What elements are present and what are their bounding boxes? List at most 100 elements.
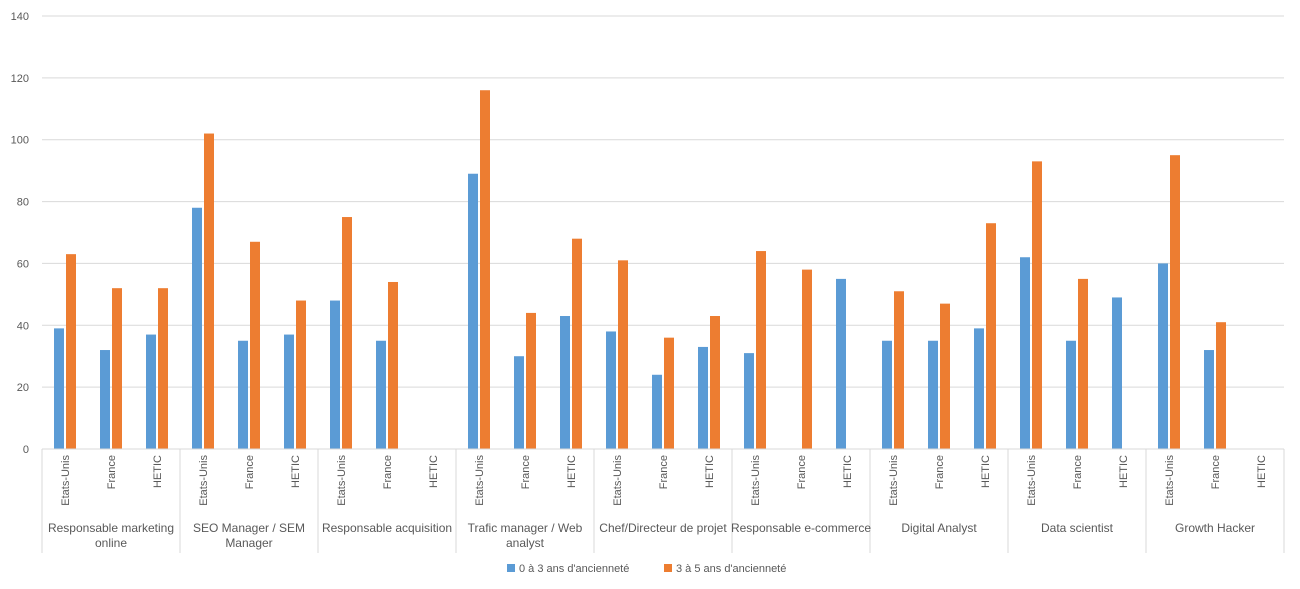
legend-label: 3 à 5 ans d'ancienneté: [676, 563, 786, 575]
bar-series-1: [606, 331, 616, 449]
category-label: HETIC: [842, 455, 854, 488]
bar-series-1: [1020, 257, 1030, 449]
bar-series-2: [342, 217, 352, 449]
category-label: HETIC: [980, 455, 992, 488]
category-label: France: [934, 455, 946, 489]
bar-series-1: [652, 374, 662, 449]
category-label: HETIC: [1118, 455, 1130, 488]
group-label: online: [95, 536, 127, 550]
group-label: Responsable marketing: [48, 521, 174, 535]
y-tick-label: 120: [11, 73, 29, 85]
category-label: Etats-Unis: [60, 455, 72, 506]
group-label: analyst: [506, 536, 545, 550]
group-label: Responsable e-commerce: [731, 521, 871, 535]
bar-series-1: [974, 328, 984, 449]
bar-series-1: [560, 316, 570, 449]
category-label: Etats-Unis: [198, 455, 210, 506]
y-tick-label: 20: [17, 382, 29, 394]
bar-series-2: [112, 288, 122, 449]
bar-series-2: [204, 133, 214, 449]
bar-series-1: [1158, 263, 1168, 449]
category-label: HETIC: [566, 455, 578, 488]
group-label: SEO Manager / SEM: [193, 521, 305, 535]
group-label: Manager: [225, 536, 272, 550]
bar-series-2: [66, 254, 76, 449]
y-tick-label: 80: [17, 197, 29, 209]
legend-swatch: [664, 564, 672, 572]
group-label: Growth Hacker: [1175, 521, 1255, 535]
category-label: HETIC: [704, 455, 716, 488]
category-label: France: [106, 455, 118, 489]
group-label: Responsable acquisition: [322, 521, 452, 535]
bar-series-2: [480, 90, 490, 449]
bar-series-2: [526, 312, 536, 449]
category-label: Etats-Unis: [750, 455, 762, 506]
bar-series-1: [836, 278, 846, 449]
bar-series-1: [468, 173, 478, 449]
bars: [54, 90, 1226, 449]
category-label: France: [244, 455, 256, 489]
bar-series-1: [146, 334, 156, 449]
category-label: France: [520, 455, 532, 489]
legend-swatch: [507, 564, 515, 572]
group-label: Trafic manager / Web: [468, 521, 583, 535]
bar-series-2: [296, 300, 306, 449]
legend-label: 0 à 3 ans d'ancienneté: [519, 563, 629, 575]
bar-series-1: [192, 207, 202, 449]
group-label: Digital Analyst: [901, 521, 977, 535]
bar-series-1: [54, 328, 64, 449]
y-tick-label: 60: [17, 258, 29, 270]
bar-series-1: [698, 346, 708, 449]
x-axis: Etats-Unis France HETIC Responsable marketi…: [41, 448, 1285, 553]
category-label: Etats-Unis: [888, 455, 900, 506]
bar-series-1: [744, 353, 754, 449]
bar-series-2: [250, 241, 260, 449]
group-label: Chef/Directeur de projet: [599, 521, 727, 535]
bar-series-2: [756, 251, 766, 449]
y-tick-label: 140: [11, 11, 29, 23]
category-label: Etats-Unis: [1026, 455, 1038, 506]
category-label: HETIC: [1256, 455, 1268, 488]
bar-series-1: [238, 340, 248, 449]
bar-series-1: [376, 340, 386, 449]
bar-series-2: [618, 260, 628, 449]
gridlines: [42, 15, 1284, 388]
bar-series-2: [572, 238, 582, 449]
group-label: Data scientist: [1041, 521, 1114, 535]
category-label: France: [1210, 455, 1222, 489]
bar-series-2: [710, 316, 720, 449]
category-label: Etats-Unis: [336, 455, 348, 506]
bar-series-1: [514, 356, 524, 449]
bar-series-1: [1112, 297, 1122, 449]
bar-series-2: [894, 291, 904, 449]
y-tick-label: 100: [11, 135, 29, 147]
bar-series-1: [100, 350, 110, 449]
bar-series-1: [330, 300, 340, 449]
bar-series-2: [940, 303, 950, 449]
bar-series-1: [1204, 350, 1214, 449]
y-axis: 0 20 40 60 80 100 120 140: [11, 11, 29, 456]
y-tick-label: 0: [23, 444, 29, 456]
category-label: Etats-Unis: [474, 455, 486, 506]
bar-series-2: [1216, 322, 1226, 449]
category-label: HETIC: [290, 455, 302, 488]
category-label: Etats-Unis: [1164, 455, 1176, 506]
bar-series-2: [1170, 155, 1180, 449]
legend: 0 à 3 ans d'ancienneté 3 à 5 ans d'ancien…: [507, 563, 786, 575]
category-label: France: [796, 455, 808, 489]
bar-series-2: [802, 269, 812, 449]
bar-series-2: [1078, 278, 1088, 449]
bar-series-2: [388, 281, 398, 449]
bar-series-2: [664, 337, 674, 449]
bar-series-1: [882, 340, 892, 449]
bar-series-1: [1066, 340, 1076, 449]
bar-series-2: [158, 288, 168, 449]
bar-series-1: [928, 340, 938, 449]
category-label: France: [658, 455, 670, 489]
category-label: HETIC: [428, 455, 440, 488]
category-label: France: [382, 455, 394, 489]
bar-series-2: [986, 223, 996, 449]
bar-series-2: [1032, 161, 1042, 449]
y-tick-label: 40: [17, 320, 29, 332]
